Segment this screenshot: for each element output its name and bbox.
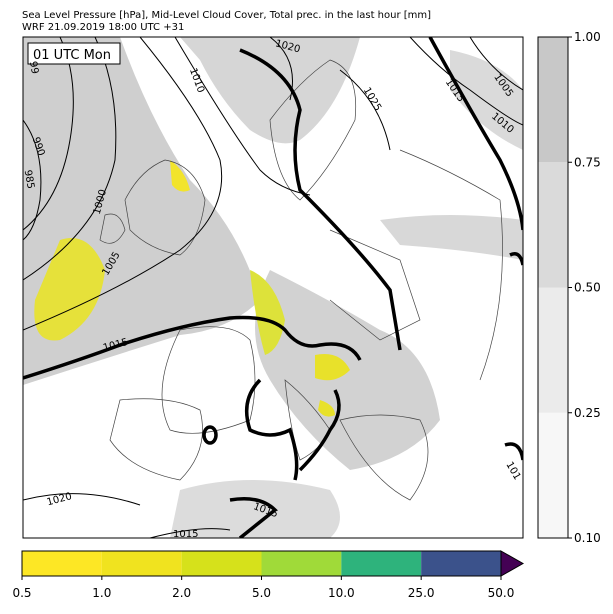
colorbar-segment (421, 551, 501, 576)
time-label-box (27, 42, 121, 65)
time-label: 01 UTC Mon (33, 48, 111, 63)
colorbar-segment (538, 162, 568, 288)
colorbar-tick-label: 10.0 (328, 586, 355, 600)
isobar-label: 985 (22, 169, 36, 190)
colorbar-tick-label: 0.50 (574, 281, 601, 295)
isobar-label: 1015 (173, 529, 198, 540)
colorbar-tick-label: 0.75 (574, 155, 601, 169)
map: 01 UTC Mon 1020 1010 1025 1015 1005 1010… (22, 36, 524, 540)
colorbar-segment (538, 287, 568, 413)
colorbar-tick-label: 0.5 (12, 586, 31, 600)
precip-colorbar: 0.5 1.0 2.0 5.0 10.0 25.0 50.0 (12, 550, 525, 600)
colorbar-tick-label: 2.0 (172, 586, 191, 600)
colorbar-tick-label: 1.00 (574, 30, 601, 44)
colorbar-tick-label: 0.10 (574, 531, 601, 545)
colorbar-tick-label: 0.25 (574, 406, 601, 420)
colorbar-segment (22, 551, 102, 576)
colorbar-segment (341, 551, 422, 576)
cloud-colorbar: 0.10 0.25 0.50 0.75 1.00 (537, 30, 601, 545)
colorbar-segment (181, 551, 262, 576)
colorbar-tick-label: 5.0 (252, 586, 271, 600)
colorbar-segment (261, 551, 342, 576)
colorbar-segment (101, 551, 182, 576)
title: Sea Level Pressure [hPa], Mid-Level Clou… (22, 10, 431, 21)
colorbar-extend (500, 550, 525, 577)
colorbar-segment (538, 412, 568, 538)
colorbar-tick-label: 1.0 (92, 586, 111, 600)
colorbar-segment (538, 37, 568, 163)
colorbar-tick-label: 50.0 (488, 586, 515, 600)
subtitle: WRF 21.09.2019 18:00 UTC +31 (22, 22, 184, 33)
colorbar-tick-label: 25.0 (408, 586, 435, 600)
isobar-label: 99 (27, 60, 40, 74)
